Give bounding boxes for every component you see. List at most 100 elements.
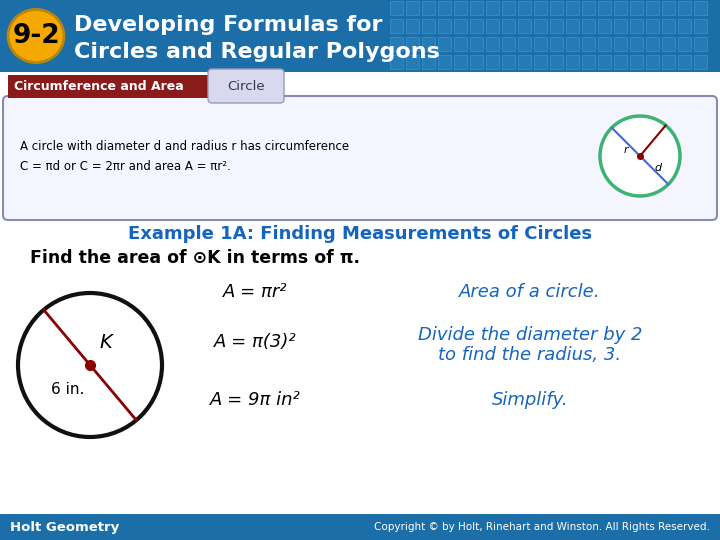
Bar [422, 19, 435, 33]
Bar [598, 55, 611, 69]
Circle shape [600, 116, 680, 196]
Bar [390, 55, 403, 69]
Bar [534, 55, 547, 69]
Bar [470, 19, 483, 33]
Text: Divide the diameter by 2: Divide the diameter by 2 [418, 326, 642, 344]
Text: r: r [624, 145, 629, 155]
Bar [390, 19, 403, 33]
Bar [454, 1, 467, 15]
Bar [518, 1, 531, 15]
Bar [470, 1, 483, 15]
Bar [662, 37, 675, 51]
Bar [614, 37, 627, 51]
Bar [646, 37, 659, 51]
Bar [534, 37, 547, 51]
Bar [0, 514, 720, 540]
Bar [0, 0, 720, 72]
Bar [390, 37, 403, 51]
Bar [630, 1, 643, 15]
Bar [662, 55, 675, 69]
Bar [678, 37, 691, 51]
Bar [566, 1, 579, 15]
Bar [518, 19, 531, 33]
Bar [438, 37, 451, 51]
Bar [678, 19, 691, 33]
Bar [646, 1, 659, 15]
Bar [566, 19, 579, 33]
Bar [534, 19, 547, 33]
Circle shape [18, 293, 162, 437]
Bar [694, 55, 707, 69]
Bar [566, 55, 579, 69]
Bar [550, 55, 563, 69]
Bar [662, 19, 675, 33]
Bar [534, 1, 547, 15]
Text: A = π(3)²: A = π(3)² [214, 333, 297, 351]
Text: Area of a circle.: Area of a circle. [459, 283, 600, 301]
Bar [422, 37, 435, 51]
FancyBboxPatch shape [3, 96, 717, 220]
Ellipse shape [8, 9, 64, 63]
Bar [582, 19, 595, 33]
Bar [454, 19, 467, 33]
Text: 9-2: 9-2 [12, 23, 60, 49]
Bar [502, 37, 515, 51]
Bar [614, 19, 627, 33]
Bar [598, 37, 611, 51]
Bar [518, 55, 531, 69]
Text: Circumference and Area: Circumference and Area [14, 80, 184, 93]
Text: Simplify.: Simplify. [492, 391, 568, 409]
Text: C = πd or C = 2πr and area A = πr².: C = πd or C = 2πr and area A = πr². [20, 159, 230, 172]
Bar [614, 55, 627, 69]
FancyBboxPatch shape [208, 69, 284, 103]
Bar [582, 55, 595, 69]
Text: Example 1A: Finding Measurements of Circles: Example 1A: Finding Measurements of Circ… [128, 225, 592, 243]
Bar [646, 19, 659, 33]
Bar [694, 19, 707, 33]
Bar [470, 55, 483, 69]
Bar [550, 1, 563, 15]
Bar [486, 55, 499, 69]
Bar [486, 19, 499, 33]
Bar [502, 19, 515, 33]
Bar [454, 37, 467, 51]
Bar [550, 37, 563, 51]
Bar [662, 1, 675, 15]
Bar [422, 1, 435, 15]
Bar [438, 1, 451, 15]
Text: A = πr²: A = πr² [222, 283, 287, 301]
Text: Copyright © by Holt, Rinehart and Winston. All Rights Reserved.: Copyright © by Holt, Rinehart and Winsto… [374, 522, 710, 532]
Bar [550, 19, 563, 33]
Bar [438, 19, 451, 33]
Bar [566, 37, 579, 51]
Text: Holt Geometry: Holt Geometry [10, 521, 120, 534]
Bar [582, 1, 595, 15]
Bar [630, 55, 643, 69]
Bar [694, 1, 707, 15]
Bar [502, 1, 515, 15]
Bar [438, 55, 451, 69]
Bar [518, 37, 531, 51]
Bar [678, 1, 691, 15]
Bar [406, 55, 419, 69]
Bar [390, 1, 403, 15]
Bar [502, 55, 515, 69]
Bar [646, 55, 659, 69]
Text: 6 in.: 6 in. [51, 382, 85, 397]
Bar [470, 37, 483, 51]
Text: to find the radius, 3.: to find the radius, 3. [438, 346, 621, 364]
Bar [598, 19, 611, 33]
Bar [630, 19, 643, 33]
Bar [486, 37, 499, 51]
Bar [678, 55, 691, 69]
Text: d: d [654, 163, 662, 173]
Bar [694, 37, 707, 51]
Bar [406, 1, 419, 15]
Bar [422, 55, 435, 69]
Bar [406, 37, 419, 51]
Text: Circles and Regular Polygons: Circles and Regular Polygons [74, 42, 440, 62]
Text: A circle with diameter d and radius r has circumference: A circle with diameter d and radius r ha… [20, 139, 349, 152]
Bar [582, 37, 595, 51]
Text: Circle: Circle [228, 79, 265, 92]
Bar [454, 55, 467, 69]
